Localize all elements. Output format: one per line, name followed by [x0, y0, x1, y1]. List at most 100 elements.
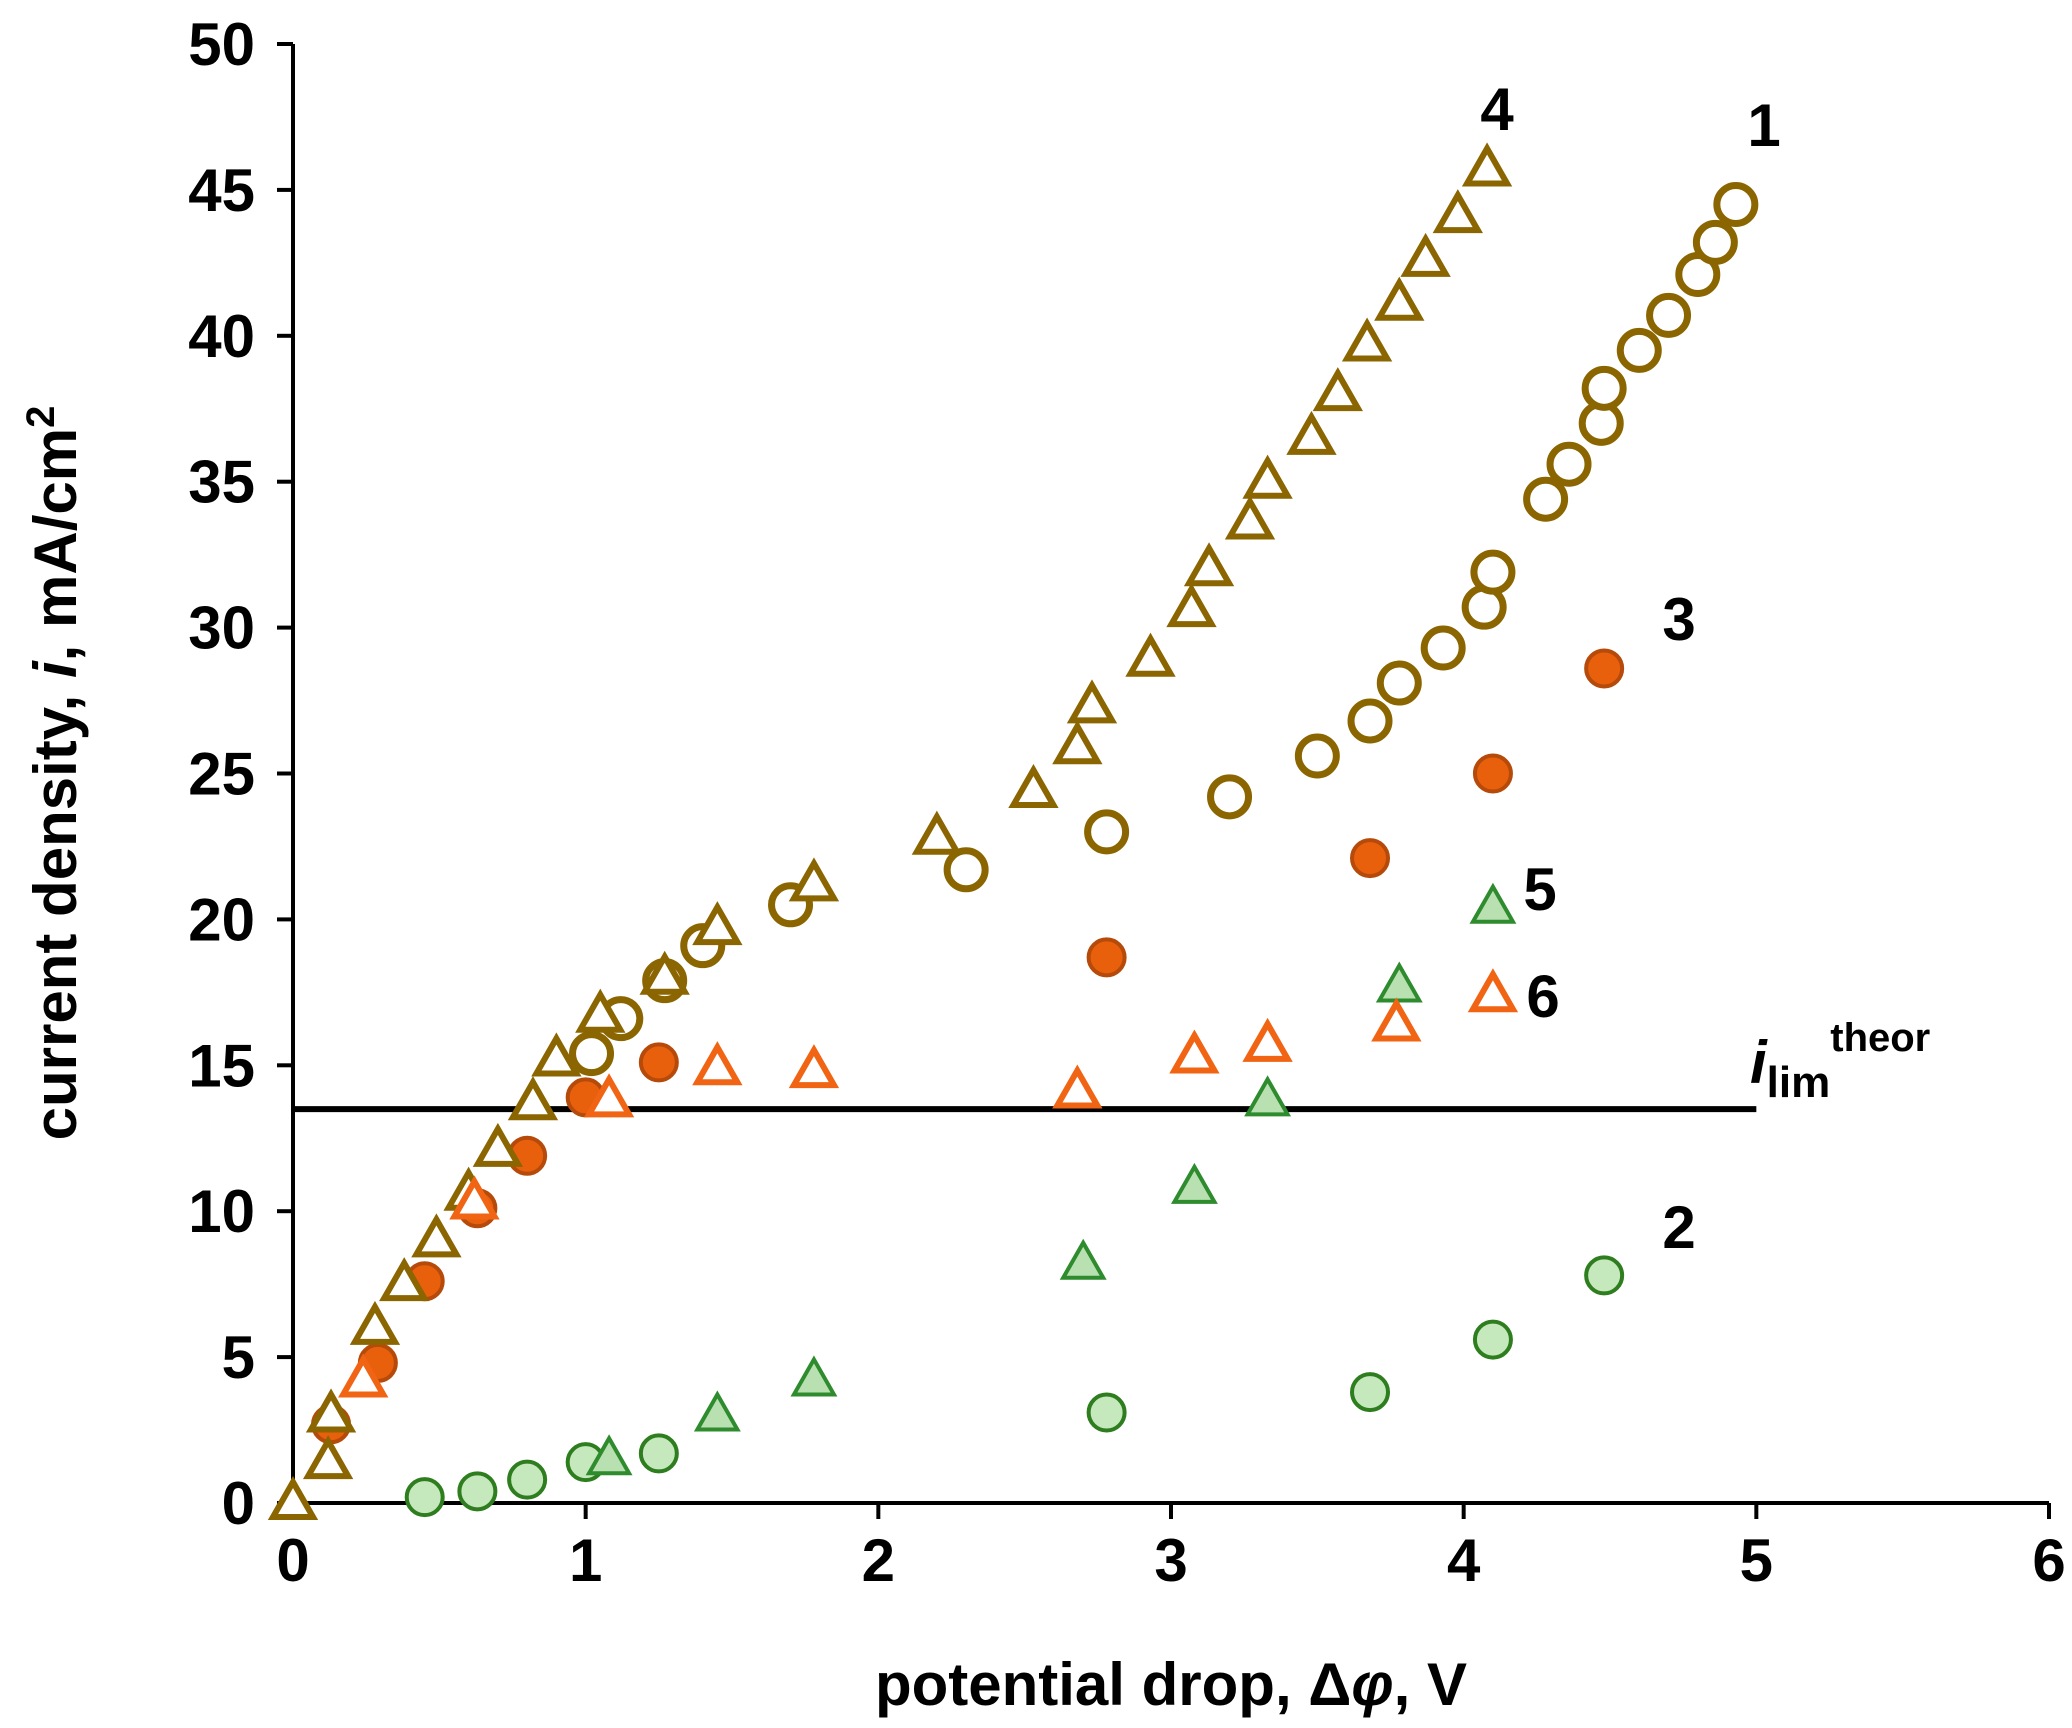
series-4-point: [1374, 276, 1425, 321]
series-6-point: [1371, 997, 1422, 1042]
series-4-point: [302, 1435, 354, 1480]
axes: [291, 44, 2049, 1505]
series-1-point: [1692, 219, 1738, 265]
series-3-point: [1472, 753, 1513, 794]
x-tick-label: 4: [1447, 1527, 1481, 1594]
series-6-point: [1169, 1029, 1220, 1074]
series-1-point: [1713, 181, 1759, 227]
series-1-point: [1546, 441, 1592, 487]
series-4-point: [1166, 583, 1217, 628]
series-5: [585, 882, 1517, 1476]
series-4-point: [267, 1475, 319, 1520]
series-1-point: [1207, 774, 1253, 820]
series-4-point: [1286, 410, 1337, 455]
y-tick-label: 25: [188, 741, 255, 808]
series-2-point: [1086, 1392, 1127, 1433]
series-1-point: [1420, 625, 1466, 671]
series-4-point: [911, 810, 963, 855]
y-tick-label: 45: [188, 157, 255, 224]
series-2: [404, 1255, 1625, 1518]
series-6-point: [583, 1073, 635, 1118]
series-4-point: [379, 1257, 430, 1302]
series-4-point: [639, 950, 690, 995]
series-4-point: [1052, 720, 1103, 765]
series-label-2: 2: [1662, 1194, 1695, 1261]
series-4-point: [1461, 142, 1513, 187]
series-3: [311, 648, 1625, 1445]
series-4-point: [1242, 454, 1293, 499]
series-2-point: [404, 1477, 445, 1518]
y-tick-label: 5: [222, 1324, 255, 1391]
series-4-point: [1125, 632, 1176, 677]
series-label-6: 6: [1526, 963, 1559, 1030]
x-tick-label: 0: [276, 1527, 309, 1594]
series-label-5: 5: [1523, 856, 1556, 923]
series-5-point: [693, 1390, 741, 1432]
series-5-point: [585, 1434, 633, 1476]
series-4-point: [1341, 317, 1393, 362]
y-axis-title: current density, i, mA/cm2: [19, 406, 89, 1141]
series-1-point: [1470, 549, 1516, 595]
series-5-point: [1170, 1162, 1218, 1204]
series-1-point: [1616, 327, 1662, 373]
series-4-point: [507, 1076, 559, 1121]
series-6: [338, 968, 1519, 1398]
y-tick-label: 35: [188, 449, 255, 516]
x-tick-label: 3: [1154, 1527, 1187, 1594]
series-2-point: [1472, 1319, 1513, 1360]
series-2-point: [1584, 1255, 1625, 1296]
data-points: [267, 142, 1759, 1520]
series-6-point: [692, 1041, 743, 1086]
series-6-point: [449, 1175, 500, 1220]
series-3-point: [638, 1042, 679, 1083]
series-4-point: [692, 901, 743, 946]
y-tick-label: 15: [188, 1032, 255, 1099]
series-6-point: [1467, 968, 1519, 1013]
series-4-point: [411, 1213, 462, 1258]
series-4-point: [472, 1122, 524, 1167]
series-4-point: [349, 1300, 401, 1345]
series-4-point: [1224, 495, 1276, 540]
series-4-point: [575, 988, 626, 1033]
series-label-3: 3: [1662, 586, 1695, 653]
series-4-point: [788, 857, 840, 902]
y-tick-label: 30: [188, 595, 255, 662]
series-2-point: [507, 1459, 548, 1500]
series-1-point: [1646, 292, 1692, 338]
series-1-point: [1294, 733, 1340, 779]
y-tick-label: 0: [222, 1470, 255, 1537]
series-label-1: 1: [1747, 92, 1780, 159]
series-1-point: [943, 847, 989, 893]
series-4: [267, 142, 1513, 1520]
series-5-point: [1244, 1075, 1292, 1117]
series-1-point: [1347, 698, 1393, 744]
series-4-point: [1400, 232, 1451, 277]
series-4-point: [305, 1388, 357, 1433]
series-1-point: [1084, 809, 1130, 855]
series-4-point: [1432, 189, 1483, 234]
x-tick-label: 1: [569, 1527, 602, 1594]
series-3-point: [1350, 838, 1391, 879]
series-4-point: [1008, 763, 1059, 809]
series-3-point: [1086, 937, 1127, 978]
x-tick-label: 5: [1740, 1527, 1773, 1594]
series-3-point: [1584, 648, 1625, 689]
series-6-point: [1242, 1017, 1293, 1062]
series-4-point: [1312, 367, 1363, 412]
series-label-4: 4: [1480, 76, 1514, 143]
x-tick-label: 2: [862, 1527, 895, 1594]
series-6-point: [338, 1353, 389, 1398]
series-1-point: [569, 1031, 615, 1077]
series-1-point: [1376, 660, 1422, 706]
series-2-point: [457, 1471, 498, 1512]
reference-line-label: ilimtheor: [1750, 1016, 1930, 1107]
series-5-point: [1469, 882, 1517, 924]
series-5-point: [790, 1355, 838, 1397]
series-1-point: [1581, 365, 1627, 411]
series-1: [569, 181, 1759, 1077]
series-4-point: [1183, 542, 1235, 587]
series-5-point: [1059, 1238, 1107, 1280]
y-tick-label: 10: [188, 1178, 255, 1245]
